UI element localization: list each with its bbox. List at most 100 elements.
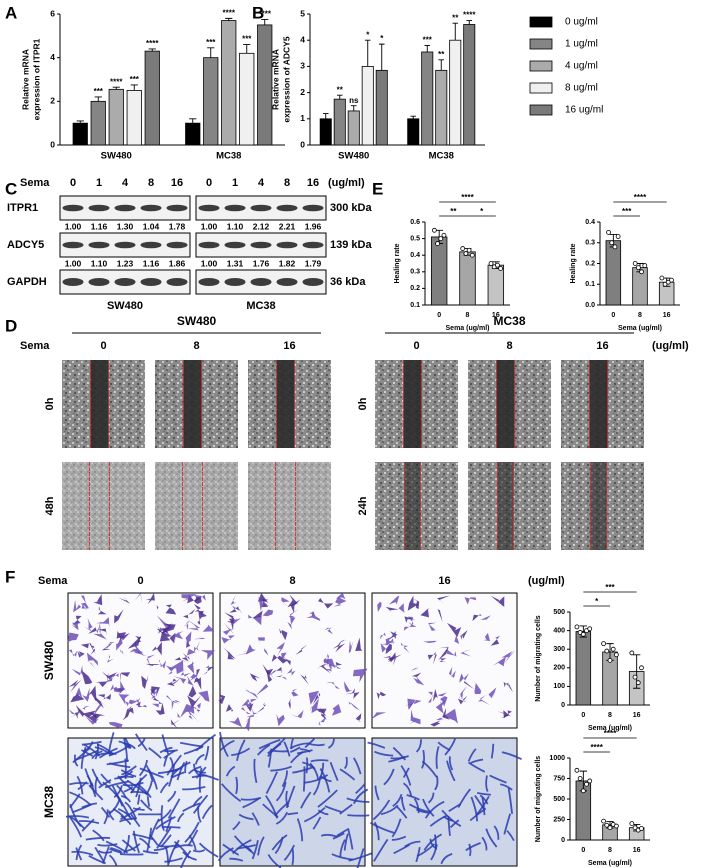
cell [163,755,169,767]
cell [271,834,288,851]
cell [181,594,197,602]
wound-gap [589,360,608,448]
cell [483,632,490,642]
cell [172,700,181,704]
cell [161,826,181,829]
wound-gap [183,360,202,448]
cell [276,642,285,656]
cell [326,681,340,689]
cell [468,843,472,857]
blot-band [114,241,136,249]
dose-label: 0 [100,340,106,352]
blot-band [88,204,110,212]
cell [68,709,77,718]
cell [388,652,402,662]
cell [437,741,451,752]
x-tick-label: MC38 [216,151,241,162]
bar [605,240,622,306]
cell [176,761,186,781]
cell [507,787,513,814]
cell [132,833,154,841]
quant-label: 2.21 [279,221,296,231]
cell [168,660,184,674]
bar [90,100,106,146]
dose-label: 16 [283,340,295,352]
cell [183,620,190,630]
quant-label: 1.16 [143,258,160,268]
cell [319,707,327,721]
cell [435,717,444,721]
cell [489,774,507,784]
cell [168,768,179,773]
cell [71,850,94,856]
cell [403,622,417,631]
data-point [601,818,606,824]
data-point [580,788,586,794]
cell [348,851,374,862]
cell [137,794,141,805]
cell [185,640,191,648]
cell [238,813,254,821]
data-point [488,261,494,266]
blot-band [140,204,162,212]
significance-label: ** [450,207,457,216]
error-bar [424,44,431,52]
data-point [614,652,619,658]
data-point [629,650,635,656]
cell [124,699,138,707]
cell [438,646,449,661]
cell [218,694,226,705]
cell [290,709,305,719]
y-tick-label: 500 [553,609,565,616]
cell [251,840,259,860]
cell [306,611,315,618]
y-tick-label: 0.1 [410,302,420,309]
dose-label: 0 [137,575,143,587]
x-axis-label: Sema (ug/ml) [588,860,632,867]
quant-label: 1.00 [65,258,82,268]
cell [108,810,115,821]
cell [270,765,292,772]
cell [243,698,252,706]
x-tick-label: 8 [466,312,470,319]
cell [336,827,350,837]
cell [391,818,402,838]
x-tick-label: SW480 [338,151,369,162]
cell [356,848,365,868]
cell [506,830,515,842]
quant-label: 1.82 [279,258,296,268]
cell [127,706,134,714]
cell [107,654,115,663]
cell [424,800,445,819]
blot-band [198,241,220,249]
transwell-image [371,592,518,729]
dose-label: 1 [232,177,238,189]
cell [168,764,175,787]
cell [186,708,199,723]
bar [575,631,592,706]
cell [102,846,110,864]
dose-label: 4 [122,177,129,189]
cell [190,673,198,681]
cell [235,776,239,795]
cell [184,821,200,843]
cell [81,669,93,685]
cell [501,751,522,761]
significance-label: *** [130,75,140,84]
y-tick-label: 1000 [549,755,565,762]
cell [472,613,482,622]
data-point [587,626,593,632]
cell [120,769,137,778]
cell [303,774,329,784]
cell [136,697,141,708]
cell [121,839,136,852]
cell [159,631,173,642]
quant-label: 1.30 [117,221,134,231]
significance-label: ** [438,50,445,59]
cell [219,731,229,758]
cell [95,681,108,688]
cell [138,759,148,777]
cell [77,650,85,658]
cell [262,609,274,617]
blot-band [250,278,272,286]
